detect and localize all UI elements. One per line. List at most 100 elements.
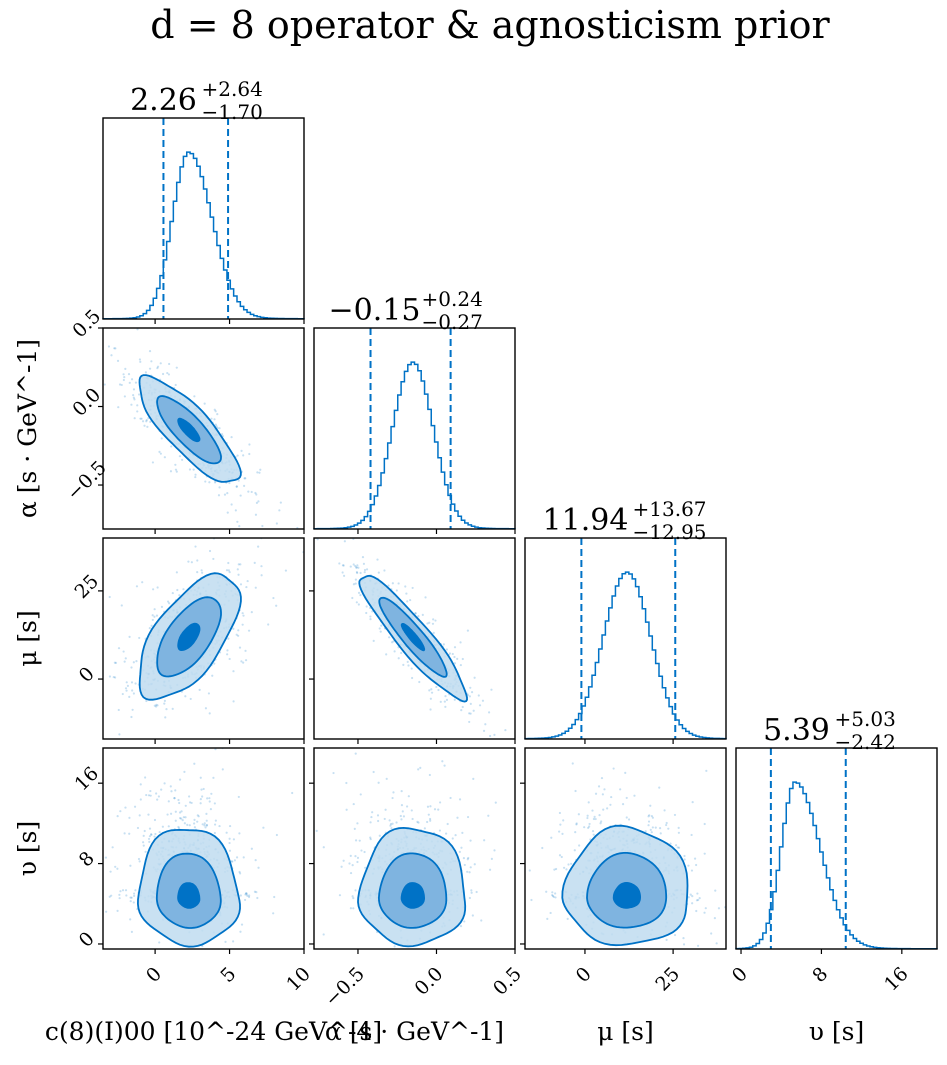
scatter-point [586, 814, 589, 817]
scatter-point [160, 437, 163, 440]
scatter-point [118, 383, 122, 386]
scatter-point [205, 824, 208, 827]
scatter-point [676, 846, 679, 849]
scatter-point [237, 629, 240, 632]
scatter-point [391, 641, 394, 644]
scatter-point [713, 916, 716, 920]
scatter-point [418, 680, 421, 684]
scatter-point [482, 729, 486, 732]
scatter-point [238, 832, 241, 835]
scatter-point [355, 566, 358, 569]
scatter-point [163, 782, 166, 785]
scatter-point [214, 410, 217, 413]
scatter-point [204, 480, 207, 483]
scatter-point [148, 367, 152, 370]
scatter-point [213, 802, 216, 805]
scatter-point [370, 529, 372, 531]
scatter-point [380, 624, 383, 627]
scatter-point [166, 371, 169, 375]
x-tick-label-alpha: 0.5 [489, 963, 526, 1000]
scatter-point [714, 889, 717, 892]
scatter-point [117, 406, 120, 409]
scatter-point [143, 829, 146, 833]
scatter-point [354, 578, 357, 581]
scatter-point [132, 388, 136, 391]
scatter-point [248, 452, 251, 456]
scatter-point [145, 699, 148, 703]
scatter-point [348, 862, 351, 865]
scatter-point [134, 381, 138, 384]
scatter-point [235, 633, 238, 636]
scatter-point [154, 705, 158, 708]
scatter-point [349, 871, 353, 875]
hist-frame [102, 117, 305, 320]
scatter-point [245, 893, 248, 896]
scatter-point [139, 798, 142, 801]
scatter-point [114, 661, 118, 664]
scatter-point [221, 768, 224, 771]
scatter-point [133, 805, 137, 808]
scatter-point [145, 420, 148, 423]
scatter-point [123, 376, 126, 379]
scatter-point [174, 463, 177, 466]
scatter-point [428, 773, 431, 777]
scatter-point [698, 897, 701, 900]
scatter-point [316, 538, 319, 541]
scatter-point [205, 812, 208, 815]
scatter-point [562, 866, 566, 869]
scatter-point [148, 840, 151, 843]
scatter-point [389, 823, 393, 826]
scatter-point [400, 790, 403, 793]
scatter-point [345, 781, 348, 785]
scatter-point [108, 595, 111, 599]
scatter-point [627, 818, 631, 821]
scatter-point [124, 889, 128, 892]
scatter-point [588, 825, 591, 828]
scatter-point [665, 938, 668, 942]
scatter-point [273, 895, 276, 899]
scatter-point [228, 849, 232, 852]
scatter-point [247, 490, 250, 493]
scatter-point [239, 494, 242, 497]
scatter-point [391, 822, 394, 825]
y-tick-label-alpha: 0.5 [68, 305, 105, 342]
scatter-point [193, 822, 196, 825]
scatter-point [695, 899, 699, 902]
scatter-point [503, 1014, 505, 1016]
scatter-point [417, 768, 420, 771]
scatter-point [342, 859, 345, 862]
scatter-point [703, 852, 706, 855]
scatter-point [246, 579, 249, 583]
scatter-point [149, 420, 152, 424]
scatter-point [354, 752, 357, 755]
scatter-point [448, 652, 452, 655]
scatter-point [473, 676, 476, 679]
scatter-point [483, 839, 486, 842]
scatter-point [144, 850, 147, 853]
scatter-point [532, 720, 534, 722]
scatter-point [573, 849, 576, 852]
scatter-point [155, 792, 158, 795]
scatter-point [98, 705, 100, 707]
scatter-point [260, 574, 263, 577]
scatter-point [407, 795, 410, 798]
scatter-point [156, 366, 159, 370]
scatter-point [356, 856, 360, 859]
x-axis-label-mu: μ [s] [597, 1017, 654, 1046]
scatter-point [122, 378, 125, 382]
scatter-point [167, 800, 170, 803]
scatter-point [107, 345, 111, 348]
scatter-point [458, 850, 461, 853]
scatter-point [372, 639, 375, 642]
scatter-point [360, 849, 363, 852]
scatter-point [254, 586, 257, 589]
scatter-point [199, 798, 202, 801]
scatter-point [204, 826, 207, 829]
scatter-point [196, 559, 199, 562]
scatter-point [193, 818, 196, 821]
scatter-point [139, 417, 142, 420]
scatter-point [193, 762, 196, 765]
scatter-point [517, 993, 519, 995]
scatter-point [238, 870, 241, 874]
scatter-point [566, 917, 569, 920]
